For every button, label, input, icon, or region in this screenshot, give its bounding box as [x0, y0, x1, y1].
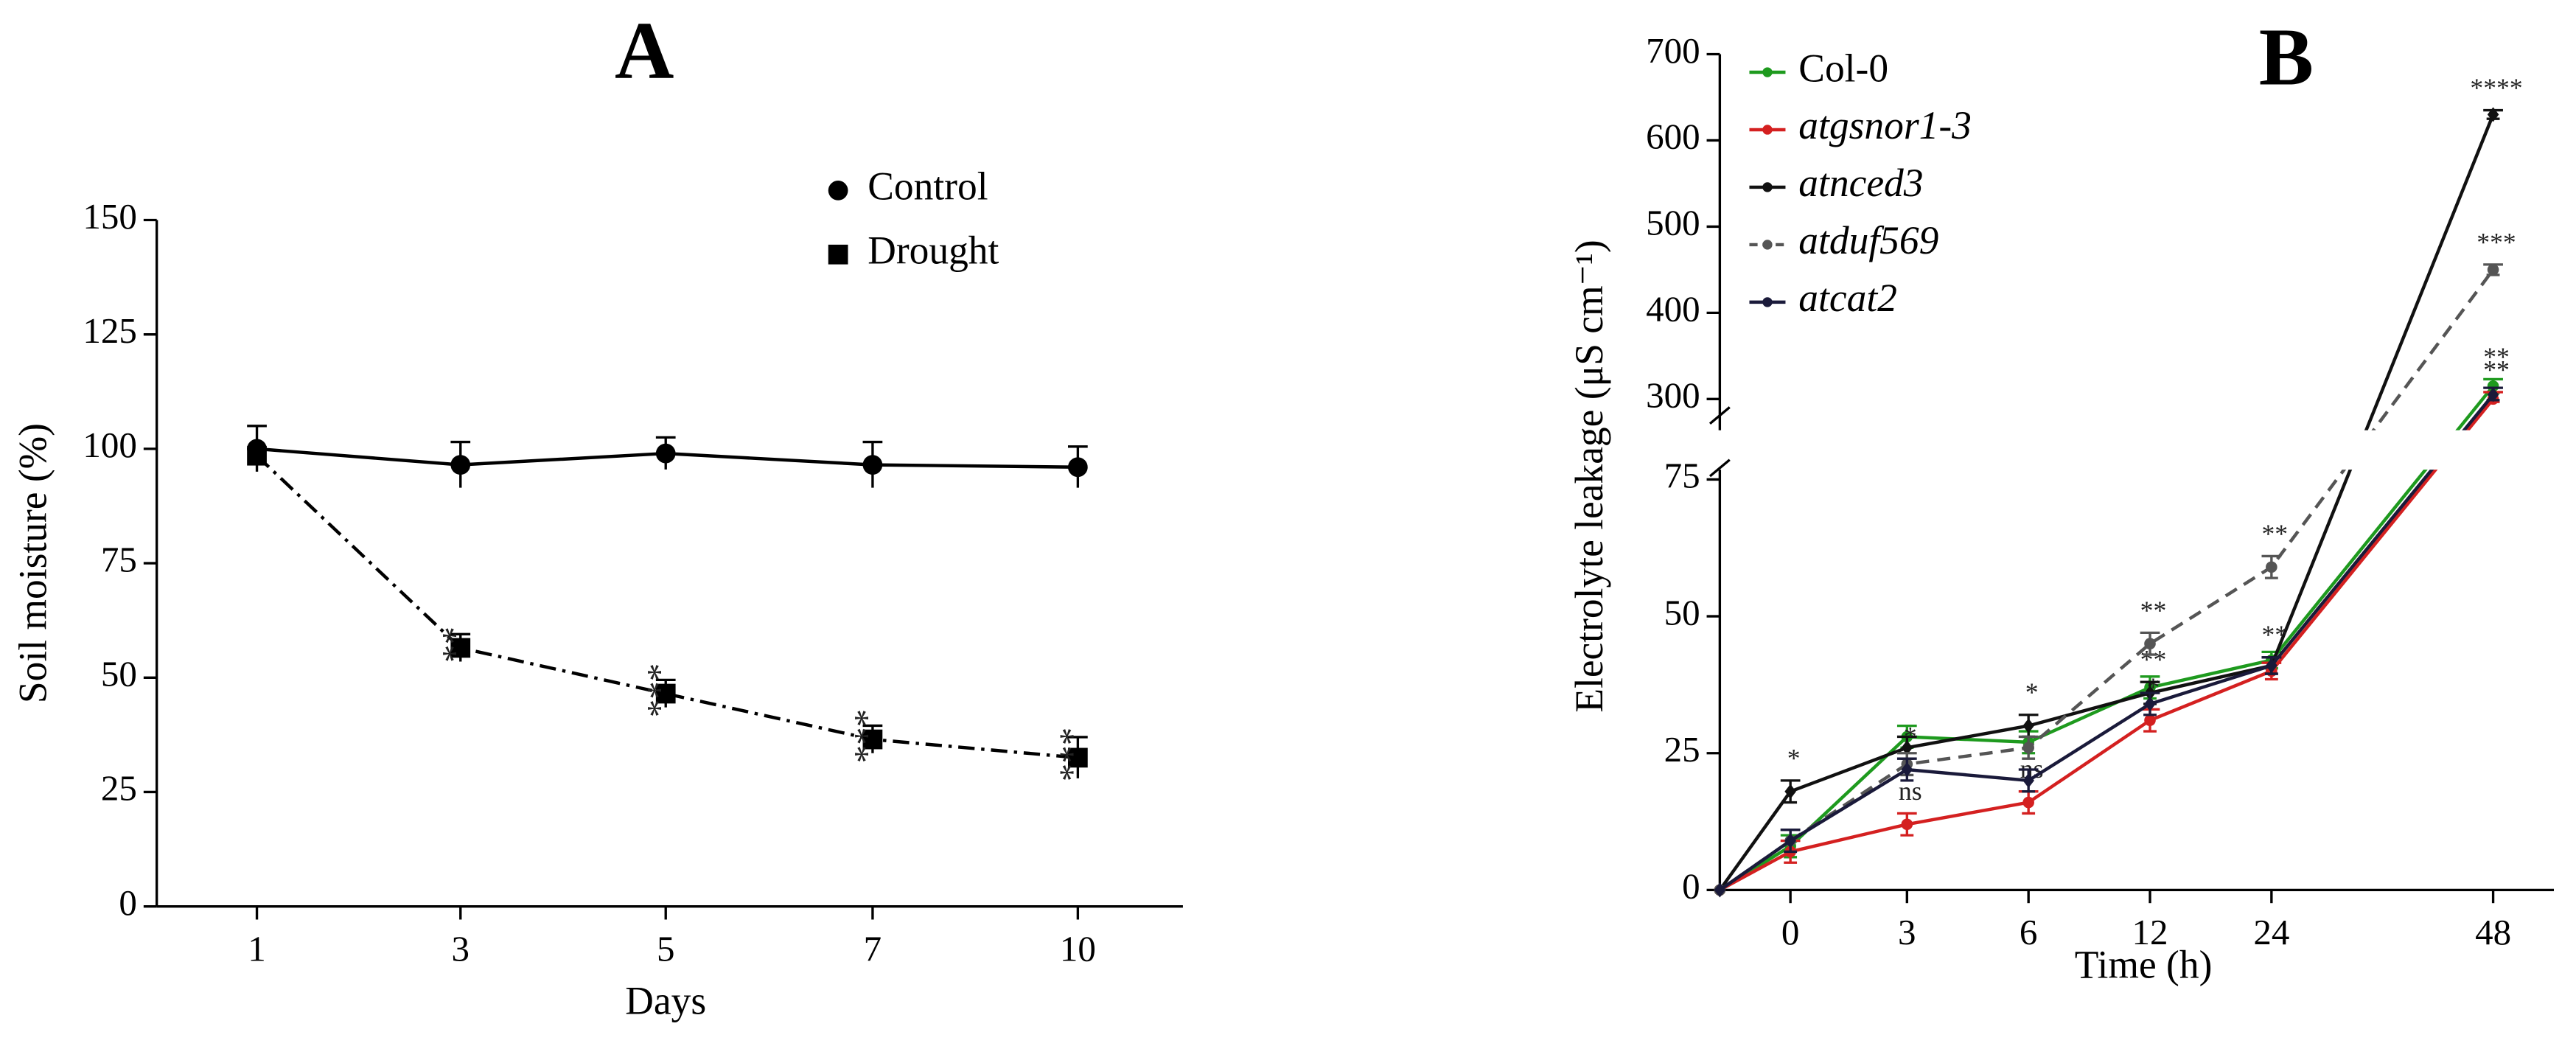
x-tick-label: 24 [2253, 912, 2289, 952]
legend-label: Control [868, 164, 988, 209]
y-tick-label: 125 [83, 310, 137, 351]
significance-label: **** [2470, 73, 2522, 102]
marker [2022, 742, 2034, 754]
marker [2022, 796, 2034, 809]
marker [2266, 658, 2277, 673]
y-tick-label: 75 [101, 539, 137, 579]
legend-label: atnced3 [1798, 161, 1923, 205]
marker [655, 443, 676, 464]
x-tick-label: 0 [1781, 912, 1800, 952]
significance-label: * [1787, 743, 1801, 773]
y-tick-label: 500 [1646, 203, 1700, 243]
legend-label: Col-0 [1798, 46, 1888, 90]
y-tick-label: 50 [1664, 592, 1700, 632]
y-tick-label: 300 [1646, 375, 1700, 416]
marker [1784, 833, 1796, 848]
y-tick-label: 700 [1646, 30, 1700, 71]
legend-marker [1762, 67, 1773, 77]
significance-label: *** [837, 709, 877, 764]
marker [2022, 773, 2034, 788]
axis-break [1705, 406, 2559, 478]
marker [862, 729, 883, 750]
y-tick-label: 50 [101, 654, 137, 694]
x-tick-label: 6 [2020, 912, 2038, 952]
marker [655, 683, 676, 704]
marker [2144, 714, 2156, 726]
marker [1067, 457, 1088, 478]
significance-label: *** [1041, 728, 1082, 781]
marker [2022, 718, 2034, 733]
significance-label: ** [2261, 620, 2288, 649]
y-axis-label: Soil moisture (%) [10, 423, 55, 703]
series: * [1714, 386, 2503, 898]
panel-title: B [2259, 13, 2314, 103]
x-tick-label: 48 [2475, 912, 2511, 952]
marker [1901, 818, 1913, 831]
legend-marker [828, 181, 848, 201]
significance-label: ** [2261, 519, 2288, 548]
x-axis-label: Days [625, 979, 706, 1023]
legend-label: atcat2 [1798, 276, 1897, 320]
marker [1714, 882, 1726, 898]
y-tick-label: 600 [1646, 116, 1700, 157]
significance-label: * [2025, 677, 2039, 707]
x-tick-label: 3 [452, 928, 470, 969]
y-tick-label: 0 [1682, 866, 1700, 907]
marker [1901, 761, 1913, 778]
marker [1784, 784, 1796, 799]
significance-label: *** [2476, 227, 2516, 257]
x-tick-label: 1 [248, 928, 266, 969]
significance-label: ** [2483, 342, 2510, 372]
marker [2487, 264, 2499, 276]
y-tick-label: 400 [1646, 289, 1700, 330]
legend-marker [828, 244, 848, 265]
legend-marker [1762, 125, 1773, 135]
x-tick-label: 10 [1060, 928, 1096, 969]
legend-marker [1762, 297, 1773, 307]
x-tick-label: 7 [864, 928, 882, 969]
break-mark [1708, 406, 1731, 425]
x-axis-label: Time (h) [2075, 943, 2213, 987]
significance-label: ** [2140, 596, 2167, 625]
marker [1067, 747, 1088, 768]
x-tick-label: 5 [657, 928, 675, 969]
marker [862, 455, 883, 475]
legend-label: atduf569 [1798, 218, 1938, 262]
series: ********** [1714, 73, 2523, 898]
y-tick-label: 150 [83, 196, 137, 237]
series: ******** *** [247, 445, 1088, 781]
marker [1901, 740, 1913, 756]
significance-label: ** [425, 627, 465, 663]
y-tick-label: 75 [1664, 456, 1700, 496]
panel-title: A [615, 6, 674, 97]
marker [450, 455, 471, 475]
legend-label: atgsnor1-3 [1798, 103, 1972, 147]
legend-marker [1762, 240, 1773, 250]
y-axis-label: Electrolyte leakage (μS cm⁻¹) [1567, 240, 1611, 712]
marker [2266, 561, 2277, 573]
line [256, 454, 1078, 760]
x-tick-label: 12 [2132, 912, 2168, 952]
significance-label: * [1904, 722, 1917, 751]
marker [2144, 638, 2156, 650]
break-gap [1705, 430, 2559, 470]
marker [2487, 107, 2499, 122]
marker [450, 638, 471, 658]
marker [247, 445, 267, 466]
significance-label: *** [629, 663, 670, 718]
y-tick-label: 0 [119, 882, 137, 923]
y-tick-label: 25 [101, 768, 137, 809]
x-tick-label: 3 [1898, 912, 1916, 952]
significance-label: ** [2483, 355, 2510, 384]
y-tick-label: 25 [1664, 729, 1700, 770]
legend-label: Drought [868, 229, 999, 273]
break-mark [1708, 459, 1731, 478]
y-tick-label: 100 [83, 425, 137, 465]
marker [2144, 696, 2156, 711]
legend-marker [1762, 182, 1773, 192]
